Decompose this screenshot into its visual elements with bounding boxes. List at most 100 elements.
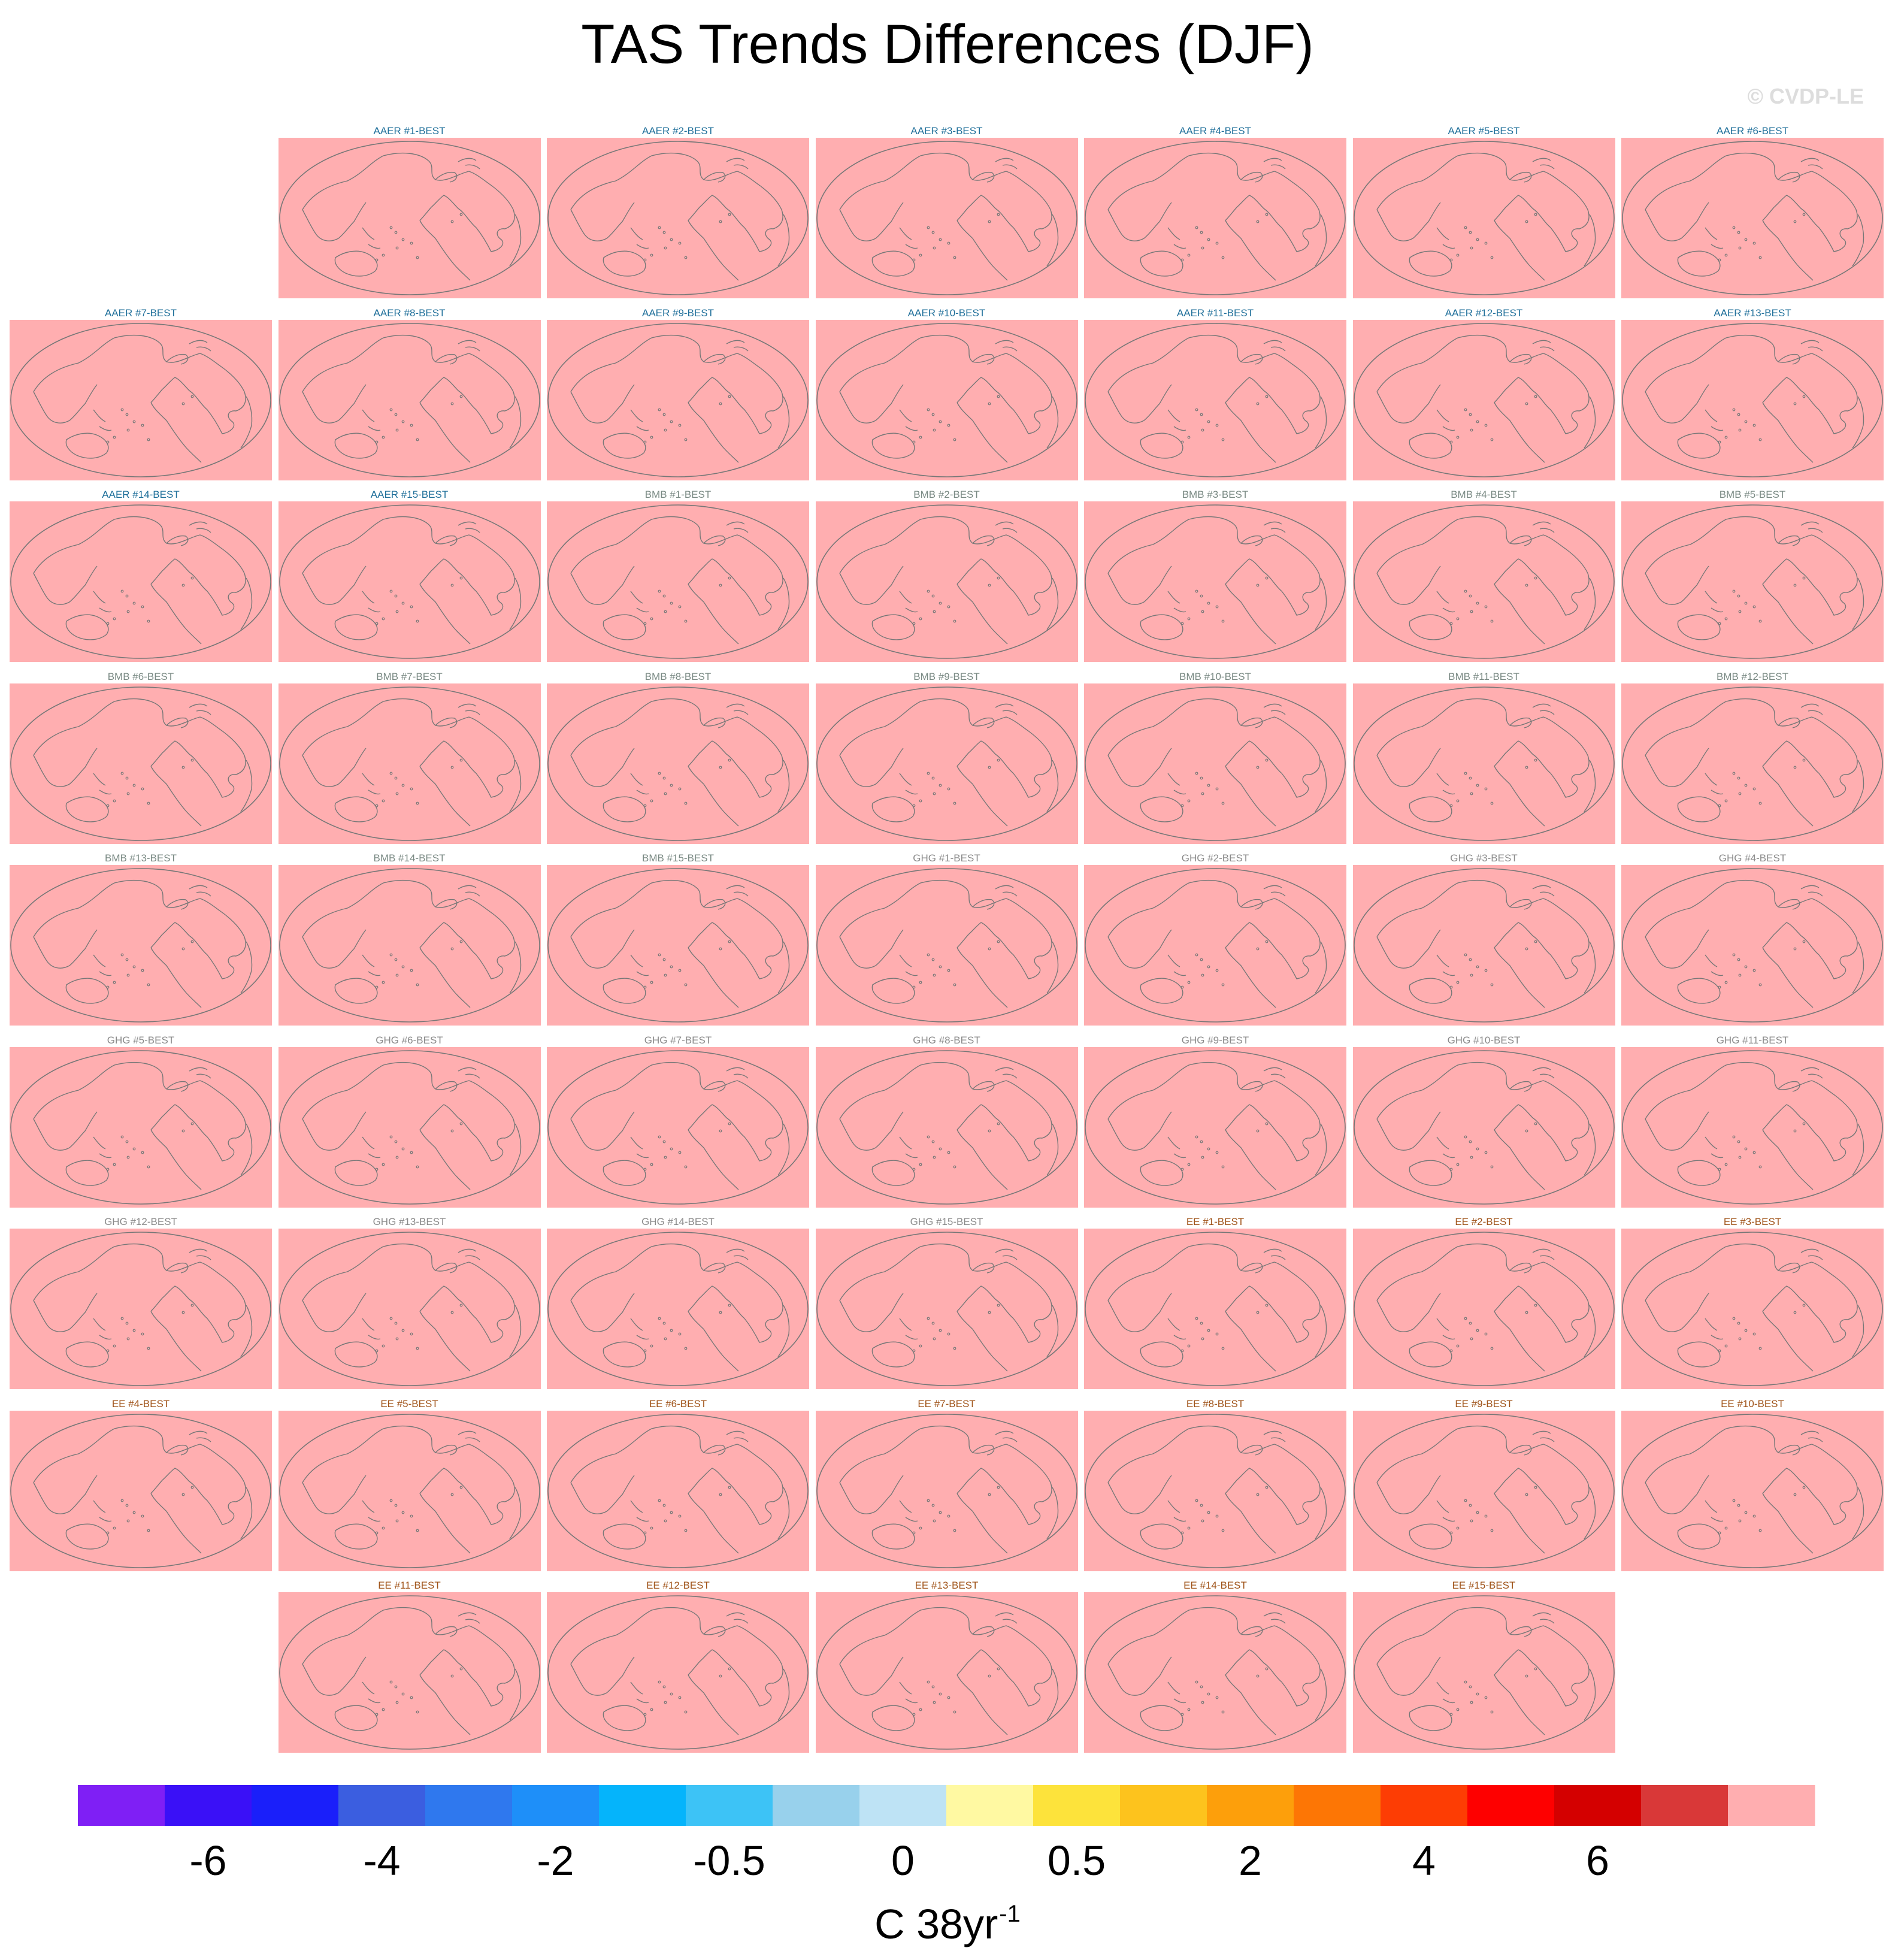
island: [662, 1685, 666, 1689]
coastline: [688, 947, 739, 1008]
island: [395, 1337, 398, 1341]
island: [190, 395, 194, 398]
coastline: [603, 1705, 646, 1731]
colorbar-swatch: [599, 1785, 686, 1826]
world-map: [815, 1229, 1078, 1389]
coastline: [301, 698, 515, 798]
coastline: [1532, 340, 1554, 352]
coastline: [93, 1136, 112, 1158]
coastline: [1263, 1430, 1286, 1442]
coastline: [956, 1311, 1007, 1372]
map-panel: AAER #11-BEST: [1084, 307, 1346, 480]
trend-field: [1621, 865, 1884, 1026]
map-panel: EE #12-BEST: [547, 1579, 809, 1753]
island: [997, 1667, 1000, 1671]
island: [939, 420, 942, 423]
map-panel: BMB #7-BEST: [278, 670, 541, 844]
island: [719, 1674, 722, 1678]
globe-outline: [279, 504, 540, 659]
island: [416, 256, 419, 259]
map-panel-label: EE #8-BEST: [1186, 1398, 1245, 1409]
island: [684, 983, 688, 987]
island: [1732, 408, 1736, 411]
map-panel: EE #2-BEST: [1352, 1215, 1615, 1389]
island: [650, 1708, 653, 1711]
coastline: [1376, 1293, 1441, 1332]
island: [684, 438, 688, 441]
island: [953, 1529, 956, 1532]
coastline: [838, 384, 904, 424]
colorbar-swatch: [338, 1785, 426, 1826]
map-panel-label: EE #6-BEST: [649, 1398, 707, 1409]
island: [1525, 1311, 1528, 1314]
island: [1525, 1674, 1528, 1678]
coastline: [334, 796, 378, 822]
island: [1484, 787, 1487, 790]
island: [1718, 985, 1721, 989]
island: [1180, 985, 1184, 989]
island: [1256, 1311, 1260, 1314]
island: [988, 220, 991, 223]
island: [988, 402, 991, 405]
trend-field: [547, 683, 809, 844]
island: [382, 617, 385, 621]
globe-outline: [279, 686, 540, 841]
coastline: [898, 1681, 918, 1704]
trend-field: [1352, 1410, 1615, 1571]
coastline: [93, 1318, 112, 1340]
trend-field: [547, 138, 809, 298]
island: [1265, 1667, 1269, 1671]
world-map: [10, 501, 272, 662]
coastline: [995, 1430, 1017, 1442]
island: [662, 594, 666, 598]
island: [1201, 1519, 1204, 1522]
island: [1215, 241, 1219, 245]
island: [1180, 804, 1184, 807]
coastline: [703, 899, 726, 910]
coastline: [726, 521, 749, 533]
world-map: [10, 683, 272, 844]
map-panel: BMB #14-BEST: [278, 852, 541, 1026]
trend-field: [278, 1046, 541, 1208]
map-panel-label: BMB #14-BEST: [373, 852, 446, 864]
coastline: [703, 1444, 726, 1456]
island: [1758, 619, 1762, 623]
island: [670, 238, 673, 241]
island: [120, 589, 124, 593]
trend-field: [1352, 1229, 1615, 1389]
coastline: [1677, 1341, 1721, 1368]
island: [643, 804, 647, 807]
trend-field: [547, 1229, 809, 1389]
trend-field: [547, 501, 809, 662]
map-panel: EE #1-BEST: [1084, 1215, 1346, 1389]
world-map: [1621, 683, 1884, 844]
coastline: [189, 521, 211, 533]
island: [382, 1344, 385, 1348]
coastline: [1532, 703, 1554, 715]
coastline: [1762, 1129, 1814, 1190]
island: [395, 1519, 398, 1522]
island: [1476, 1329, 1479, 1332]
trend-field: [278, 865, 541, 1026]
island: [1265, 758, 1269, 761]
coastline: [1140, 250, 1183, 277]
island: [1469, 594, 1472, 598]
island: [1738, 610, 1742, 613]
coastline: [189, 703, 211, 715]
island: [401, 784, 404, 787]
coastline: [871, 1705, 915, 1731]
coastline: [1263, 1067, 1286, 1079]
coastline: [995, 703, 1017, 715]
coastline: [1583, 396, 1596, 448]
colorbar-swatch: [1381, 1785, 1468, 1826]
coastline: [33, 1425, 246, 1525]
island: [658, 1499, 661, 1502]
coastline: [1800, 1248, 1823, 1260]
coastline: [1376, 152, 1590, 252]
map-panel-label: GHG #12-BEST: [104, 1216, 177, 1227]
coastline: [334, 1523, 378, 1550]
island: [1195, 1135, 1198, 1138]
coastline: [1376, 1111, 1441, 1151]
trend-field: [1084, 1592, 1346, 1753]
globe-outline: [10, 1413, 271, 1568]
